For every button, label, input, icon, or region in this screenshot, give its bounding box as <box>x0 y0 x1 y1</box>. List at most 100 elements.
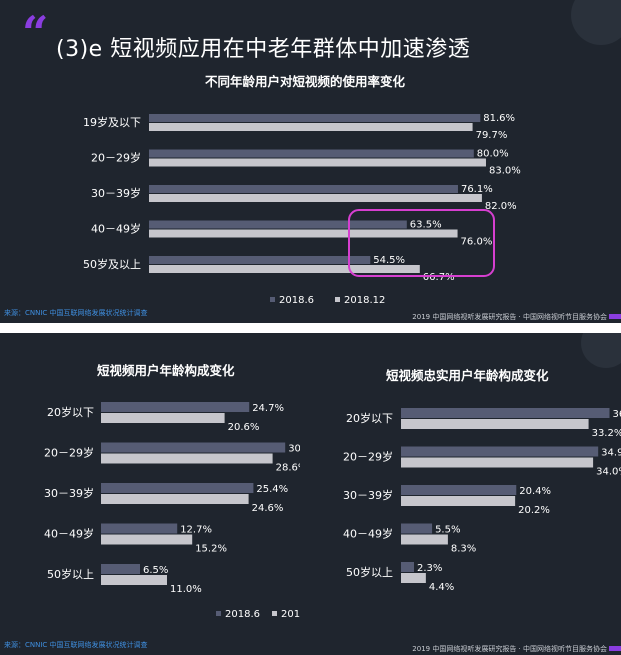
legend-label: 2018.12 <box>344 295 385 306</box>
data-label: 34.0% <box>596 467 621 478</box>
data-label: 12.7% <box>180 525 212 536</box>
data-label: 79.7% <box>476 130 508 141</box>
legend-swatch <box>270 297 275 302</box>
source-note: 来源：CNNIC 中国互联网络发展状况统计调查 <box>4 309 148 317</box>
data-label: 30.7% <box>288 444 300 455</box>
usage-rate-chart: 19岁及以下 81.6% 79.7% 20－29岁 80.0% 83.0% 30－39岁 76… <box>83 113 521 306</box>
corner-accent <box>609 646 621 651</box>
bar-2018-6 <box>401 562 414 572</box>
data-label: 80.0% <box>477 149 509 160</box>
bar-2018-12 <box>149 194 482 202</box>
user-age-composition-chart: 20岁以下 24.7% 20.6% 20－29岁 30.7% 28.6% 30－39岁 25.… <box>44 402 300 620</box>
highlight-box <box>348 209 495 277</box>
data-label: 8.3% <box>451 544 476 555</box>
bar-2018-6 <box>101 442 286 453</box>
data-label: 83.0% <box>489 166 521 177</box>
legend-label: 2018.6 <box>279 295 314 306</box>
category-label: 30－39岁 <box>91 186 141 200</box>
data-label: 33.2% <box>592 428 621 439</box>
bar-2018-12 <box>401 419 589 429</box>
legend-label: 2018.12 <box>281 609 300 620</box>
bar-2018-6 <box>401 485 517 495</box>
category-label: 50岁以上 <box>47 567 94 581</box>
legend-swatch <box>216 611 221 616</box>
bar-2018-12 <box>101 575 167 585</box>
bar-2018-12 <box>101 534 193 545</box>
bar-2018-6 <box>149 185 458 193</box>
data-label: 5.5% <box>435 525 460 536</box>
bar-2018-12 <box>149 123 473 131</box>
corner-accent <box>609 314 621 319</box>
data-label: 24.6% <box>252 503 284 514</box>
data-label: 76.1% <box>461 184 493 195</box>
category-label: 30－39岁 <box>343 488 393 502</box>
report-footer: 2019 中国网络视听发展研究报告 · 中国网络视听节目服务协会 <box>412 645 607 653</box>
slide-age-composition: 短视频用户年龄构成变化 短视频忠实用户年龄构成变化 20岁以下 24.7% 20.6… <box>0 333 621 655</box>
bar-2018-12 <box>101 413 225 423</box>
category-label: 20－29岁 <box>91 151 141 165</box>
bar-2018-6 <box>101 402 250 412</box>
bar-2018-12 <box>401 457 594 468</box>
bar-2018-6 <box>401 408 610 418</box>
chart-title: 不同年龄用户对短视频的使用率变化 <box>205 74 406 89</box>
bar-2018-12 <box>401 534 448 545</box>
chart-title: 短视频用户年龄构成变化 <box>97 363 235 378</box>
bar-2018-6 <box>101 483 254 493</box>
bar-2018-6 <box>401 446 599 457</box>
category-label: 50岁及以上 <box>83 257 141 271</box>
bar-2018-12 <box>401 573 426 583</box>
data-label: 15.2% <box>195 544 227 555</box>
bar-2018-12 <box>101 494 249 504</box>
data-label: 24.7% <box>252 403 284 414</box>
data-label: 6.5% <box>143 565 168 576</box>
category-label: 20岁以下 <box>47 405 94 419</box>
category-label: 40－49岁 <box>44 527 94 541</box>
data-label: 28.6% <box>276 463 300 474</box>
data-label: 2.3% <box>417 563 442 574</box>
legend-swatch <box>335 297 340 302</box>
bar-2018-12 <box>101 453 273 464</box>
loyal-user-age-composition-chart: 20岁以下 36.9% 33.2% 20－29岁 34.9% 34.0% 30－39岁 20.… <box>343 408 621 593</box>
quote-mark-icon: “ <box>22 6 49 60</box>
data-label: 25.4% <box>256 484 288 495</box>
bar-2018-6 <box>149 220 407 229</box>
decorative-circle <box>571 0 621 45</box>
bar-2018-12 <box>401 496 516 506</box>
data-label: 11.0% <box>170 584 202 595</box>
source-note: 来源：CNNIC 中国互联网络发展状况统计调查 <box>4 641 148 649</box>
category-label: 19岁及以下 <box>83 115 141 129</box>
bar-2018-6 <box>149 114 481 122</box>
data-label: 20.2% <box>518 505 550 516</box>
bar-2018-12 <box>149 265 420 273</box>
data-label: 34.9% <box>601 448 621 459</box>
category-label: 20－29岁 <box>343 450 393 464</box>
bar-2018-6 <box>149 149 474 158</box>
category-label: 40－49岁 <box>343 527 393 541</box>
category-label: 20岁以下 <box>346 411 393 425</box>
category-label: 20－29岁 <box>44 446 94 460</box>
bar-2018-12 <box>149 229 458 238</box>
slide-usage-rate: “ (3)e 短视频应用在中老年群体中加速渗透 不同年龄用户对短视频的使用率变化… <box>0 0 621 323</box>
category-label: 50岁以上 <box>346 565 393 579</box>
data-label: 82.0% <box>485 201 517 212</box>
category-label: 40－49岁 <box>91 222 141 236</box>
data-label: 20.6% <box>228 422 260 433</box>
category-label: 30－39岁 <box>44 486 94 500</box>
data-label: 4.4% <box>429 582 454 593</box>
data-label: 36.9% <box>612 409 621 420</box>
bar-2018-6 <box>101 564 140 574</box>
data-label: 20.4% <box>519 486 551 497</box>
chart-title: 短视频忠实用户年龄构成变化 <box>386 368 549 383</box>
data-label: 81.6% <box>483 113 515 124</box>
page-title: (3)e 短视频应用在中老年群体中加速渗透 <box>56 37 471 62</box>
data-label: 76.0% <box>461 237 493 248</box>
legend-label: 2018.6 <box>225 609 260 620</box>
data-label: 63.5% <box>410 220 442 231</box>
bar-2018-6 <box>101 523 178 534</box>
bar-2018-6 <box>149 256 371 264</box>
data-label: 66.7% <box>423 272 455 283</box>
report-footer: 2019 中国网络视听发展研究报告 · 中国网络视听节目服务协会 <box>412 313 607 321</box>
legend-swatch <box>272 611 277 616</box>
data-label: 54.5% <box>373 255 405 266</box>
bar-2018-12 <box>149 158 486 167</box>
